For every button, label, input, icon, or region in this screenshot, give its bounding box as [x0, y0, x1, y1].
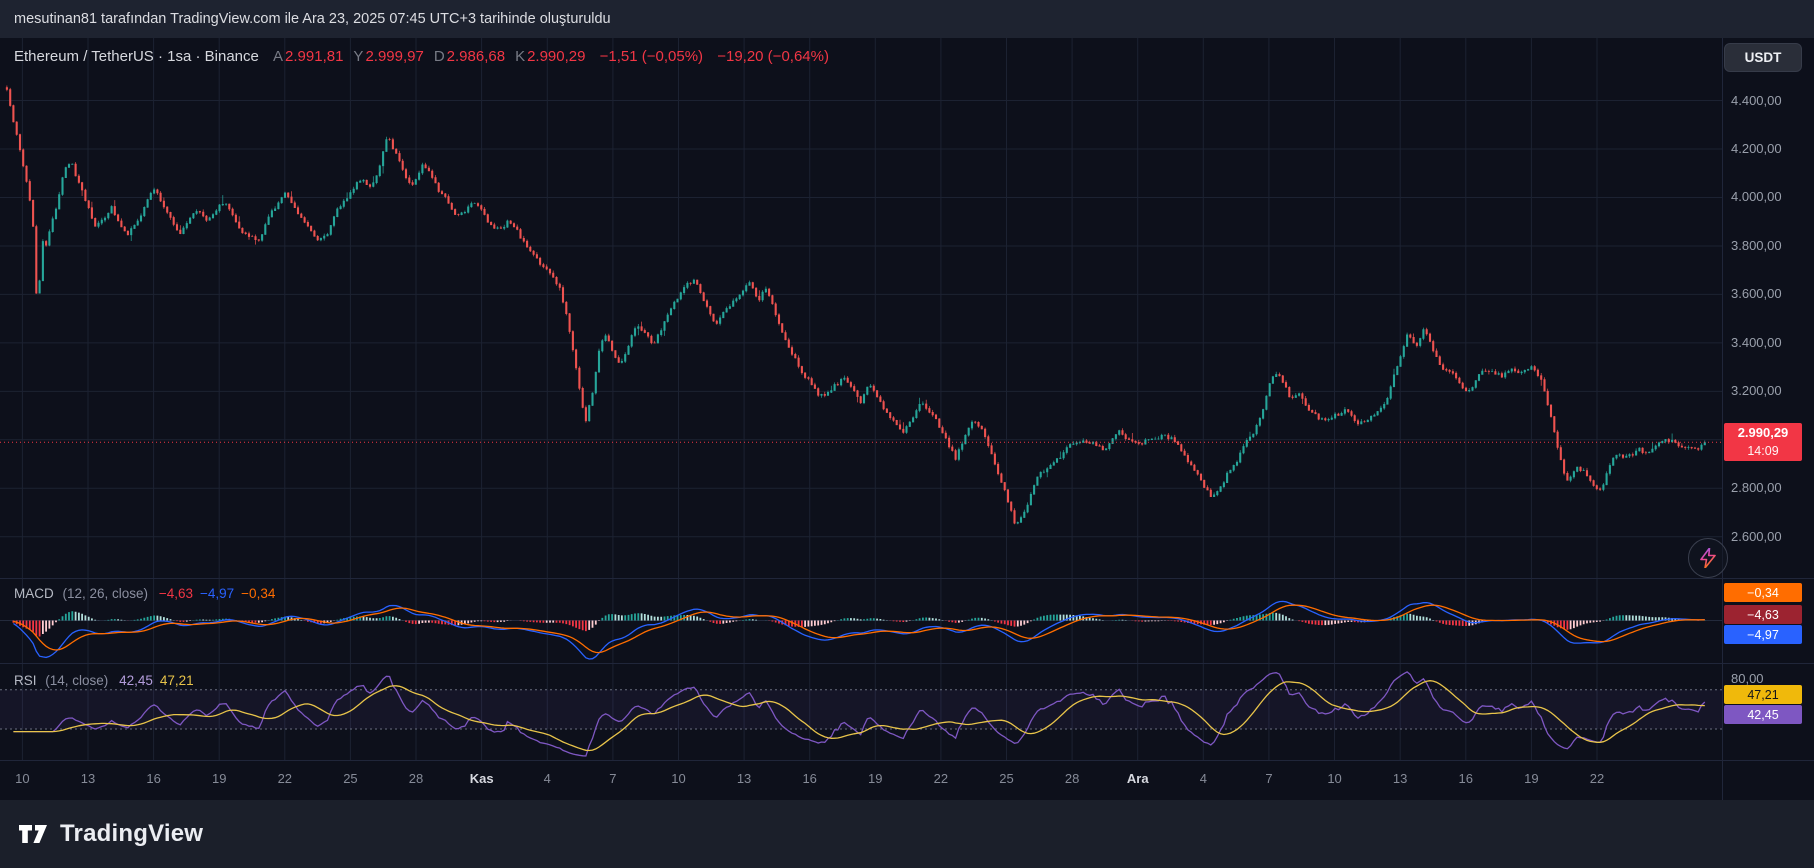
rsi-title[interactable]: RSI	[14, 673, 37, 688]
time-axis-label: 19	[868, 771, 883, 786]
last-price-label: 2.990,29 14:09	[1724, 423, 1802, 462]
price-axis-tick: 3.600,00	[1731, 286, 1782, 302]
indicator-value: −4,63	[158, 586, 193, 601]
time-axis-label: 13	[736, 771, 752, 786]
macd-pane-svg[interactable]	[0, 578, 1722, 663]
time-axis-separator	[0, 760, 1814, 761]
indicator-axis-label: −0,34	[1724, 583, 1802, 602]
time-axis-month-label: Ara	[1126, 771, 1149, 786]
time-axis-label: 10	[15, 771, 30, 786]
macd-legend[interactable]: MACD (12, 26, close) −4,63 −4,97 −0,34	[14, 586, 275, 601]
macd-params: (12, 26, close)	[62, 586, 149, 601]
rsi-params: (14, close)	[45, 673, 109, 688]
chart-area[interactable]: Ethereum / TetherUS · 1sa · Binance A 2.9…	[0, 38, 1814, 800]
rsi-band	[0, 689, 1722, 729]
indicator-axis-label: 80,00	[1731, 671, 1764, 686]
change-total-value: −19,20 (−0,64%)	[717, 48, 829, 65]
time-axis-label: 4	[543, 771, 551, 786]
indicator-value: −0,34	[241, 586, 276, 601]
price-axis-tick: 4.000,00	[1731, 189, 1782, 205]
indicator-value: 47,21	[159, 673, 194, 688]
change-value: −1,51 (−0,05%)	[599, 48, 704, 65]
macd-line	[13, 600, 1705, 660]
indicator-axis-label: −4,63	[1724, 605, 1802, 624]
time-axis-label: 22	[277, 771, 293, 786]
symbol-title[interactable]: Ethereum / TetherUS · 1sa · Binance	[14, 48, 259, 65]
macd-signal-line	[13, 604, 1705, 654]
indicator-value: 42,45	[119, 673, 153, 688]
time-axis-label: 28	[408, 771, 424, 786]
time-axis-label: 19	[1524, 771, 1539, 786]
time-axis-label: 19	[211, 771, 227, 786]
pane-separator[interactable]	[0, 663, 1814, 664]
lightning-icon	[1700, 548, 1716, 568]
grid	[21, 38, 1598, 578]
price-axis-tick: 4.200,00	[1731, 141, 1782, 156]
time-axis-label: 7	[1265, 771, 1273, 786]
price-axis-tick: 3.800,00	[1731, 237, 1782, 253]
tradingview-brand[interactable]: TradingView	[60, 820, 204, 847]
ohlc-value: 2.990,29	[527, 48, 586, 65]
symbol-legend[interactable]: Ethereum / TetherUS · 1sa · Binance A 2.9…	[14, 48, 829, 65]
time-axis-label: 16	[1458, 771, 1473, 786]
rsi-values: 42,45 47,21	[112, 673, 194, 688]
rsi-pane-svg[interactable]	[0, 663, 1722, 760]
ohlc-label: A	[273, 48, 284, 65]
bar-countdown: 14:09	[1747, 444, 1779, 459]
price-pane-svg[interactable]	[0, 38, 1722, 578]
price-axis-tick: 3.400,00	[1731, 334, 1782, 350]
time-axis-label: 13	[1392, 771, 1408, 786]
time-axis-label: 25	[343, 771, 358, 786]
macd-histogram	[12, 611, 1706, 637]
tradingview-logo-icon[interactable]	[18, 822, 50, 846]
time-axis-label: 4	[1199, 771, 1207, 786]
footer-bar: TradingView	[0, 800, 1814, 868]
time-axis-month-label: Kas	[469, 771, 494, 786]
ohlc-value: 2.991,81	[285, 48, 344, 65]
time-axis-label: 13	[80, 771, 96, 786]
currency-toggle-button[interactable]: USDT	[1724, 43, 1802, 72]
time-axis[interactable]: 10 13 16 19 22 25 28 Kas 4 7 10 13 16 19 22 25 28 Ara 4 7 10…	[0, 760, 1722, 800]
indicator-axis-label: 47,21	[1724, 685, 1802, 704]
candles	[5, 85, 1706, 525]
time-axis-label: 25	[999, 771, 1014, 786]
attribution-text: mesutinan81 tarafından TradingView.com i…	[14, 11, 611, 27]
macd-title[interactable]: MACD	[14, 586, 54, 601]
ohlc-label: Y	[353, 48, 364, 65]
time-axis-label: 22	[1589, 771, 1605, 786]
time-axis-label: 7	[609, 771, 617, 786]
ohlc-value: 2.986,68	[446, 48, 506, 65]
price-grid	[0, 100, 1722, 538]
last-price-value: 2.990,29	[1737, 425, 1789, 441]
time-axis-label: 28	[1064, 771, 1080, 786]
time-axis-label: 10	[671, 771, 686, 786]
price-axis-tick: 2.600,00	[1731, 528, 1782, 544]
ohlc-values: A 2.991,81 Y 2.999,97 D 2.986,68 K 2.990,29	[263, 48, 585, 65]
time-axis-label: 10	[1327, 771, 1342, 786]
time-axis-label: 16	[146, 771, 161, 786]
rsi-ma-line	[13, 680, 1705, 752]
time-axis-label: 22	[933, 771, 949, 786]
price-axis-tick: 2.800,00	[1731, 480, 1782, 496]
indicator-axis-label: −4,97	[1724, 625, 1802, 644]
time-axis-label: 16	[802, 771, 817, 786]
boost-button[interactable]	[1688, 538, 1728, 578]
indicator-axis-label: 42,45	[1724, 705, 1802, 724]
macd-values: −4,63 −4,97 −0,34	[152, 586, 276, 601]
ohlc-label: K	[515, 48, 526, 65]
price-axis-separator	[1722, 38, 1723, 800]
rsi-legend[interactable]: RSI (14, close) 42,45 47,21	[14, 673, 194, 688]
pane-separator[interactable]	[0, 578, 1814, 579]
attribution-bar: mesutinan81 tarafından TradingView.com i…	[0, 0, 1814, 38]
ohlc-value: 2.999,97	[365, 48, 424, 65]
price-axis-tick: 4.400,00	[1731, 92, 1782, 108]
price-axis-tick: 3.200,00	[1731, 383, 1782, 399]
ohlc-label: D	[433, 48, 445, 65]
price-axis[interactable]: USDT 2.990,29 14:09 4.400,00 4.200,00 4.00…	[1723, 38, 1814, 800]
indicator-value: −4,97	[200, 586, 235, 601]
